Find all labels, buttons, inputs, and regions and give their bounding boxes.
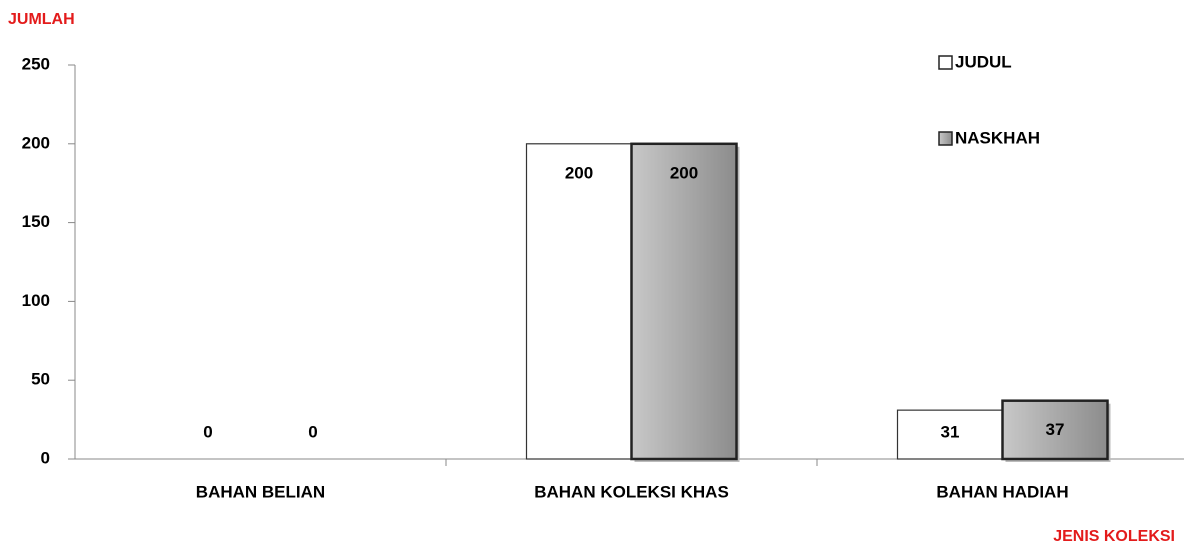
bar: [525, 143, 633, 460]
y-axis-title: JUMLAH: [8, 11, 75, 28]
data-label: 0: [308, 422, 317, 441]
legend-swatch: [938, 131, 953, 146]
data-label: 0: [203, 422, 212, 441]
bar: [1001, 399, 1109, 461]
bar: [630, 142, 738, 461]
legend-label: JUDUL: [955, 52, 1012, 71]
y-tick-label: 100: [22, 291, 50, 310]
legend-label: NASKHAH: [955, 128, 1040, 147]
x-axis-title: JENIS KOLEKSI: [1053, 528, 1175, 545]
x-tick-label: BAHAN KOLEKSI KHAS: [534, 482, 729, 501]
y-tick-label: 150: [22, 212, 50, 231]
data-label: 200: [565, 163, 593, 182]
legend-swatch: [938, 55, 953, 70]
data-label: 37: [1046, 420, 1065, 439]
y-tick-label: 50: [31, 370, 50, 389]
x-tick-label: BAHAN BELIAN: [196, 482, 325, 501]
y-tick-label: 250: [22, 54, 50, 73]
y-tick-label: 200: [22, 133, 50, 152]
data-label: 31: [941, 422, 960, 441]
data-label: 200: [670, 163, 698, 182]
x-tick-label: BAHAN HADIAH: [936, 482, 1068, 501]
y-tick-label: 0: [41, 448, 50, 467]
